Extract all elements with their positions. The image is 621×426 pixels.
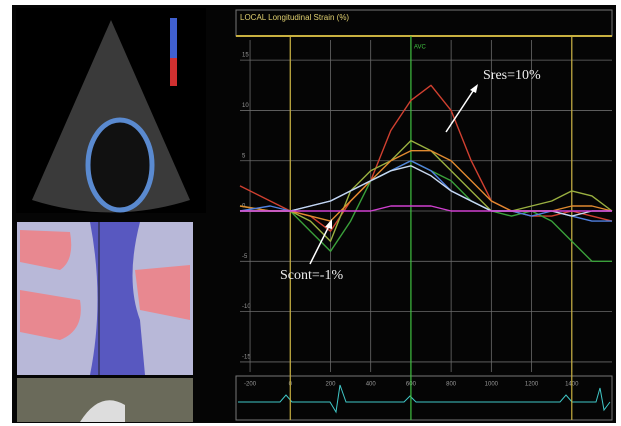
strain-map (17, 222, 193, 375)
page: {"chart_data":{"type":"line","title":"LO… (0, 0, 621, 426)
y-tick-label: -5 (242, 254, 248, 260)
x-tick-label: 400 (366, 382, 377, 388)
screen: LOCAL Longitudinal Strain (%) 151050-5-1… (0, 0, 621, 426)
chart-title: LOCAL Longitudinal Strain (%) (240, 13, 349, 22)
x-tick-label: 1200 (525, 382, 539, 388)
m-mode (17, 378, 193, 422)
x-tick-label: 200 (325, 382, 336, 388)
marker-label: AVC (414, 45, 427, 51)
x-tick-label: 1000 (485, 382, 499, 388)
color-bar (170, 18, 177, 58)
color-bar (170, 58, 177, 86)
x-tick-label: -200 (244, 382, 257, 388)
annotation: Sres=10% (483, 68, 541, 83)
y-tick-label: 10 (242, 103, 249, 109)
echo-image (16, 8, 206, 213)
x-tick-label: 800 (446, 382, 457, 388)
ventricle (88, 120, 152, 210)
annotation: Scont=-1% (280, 268, 343, 283)
y-tick-label: 15 (242, 53, 249, 59)
